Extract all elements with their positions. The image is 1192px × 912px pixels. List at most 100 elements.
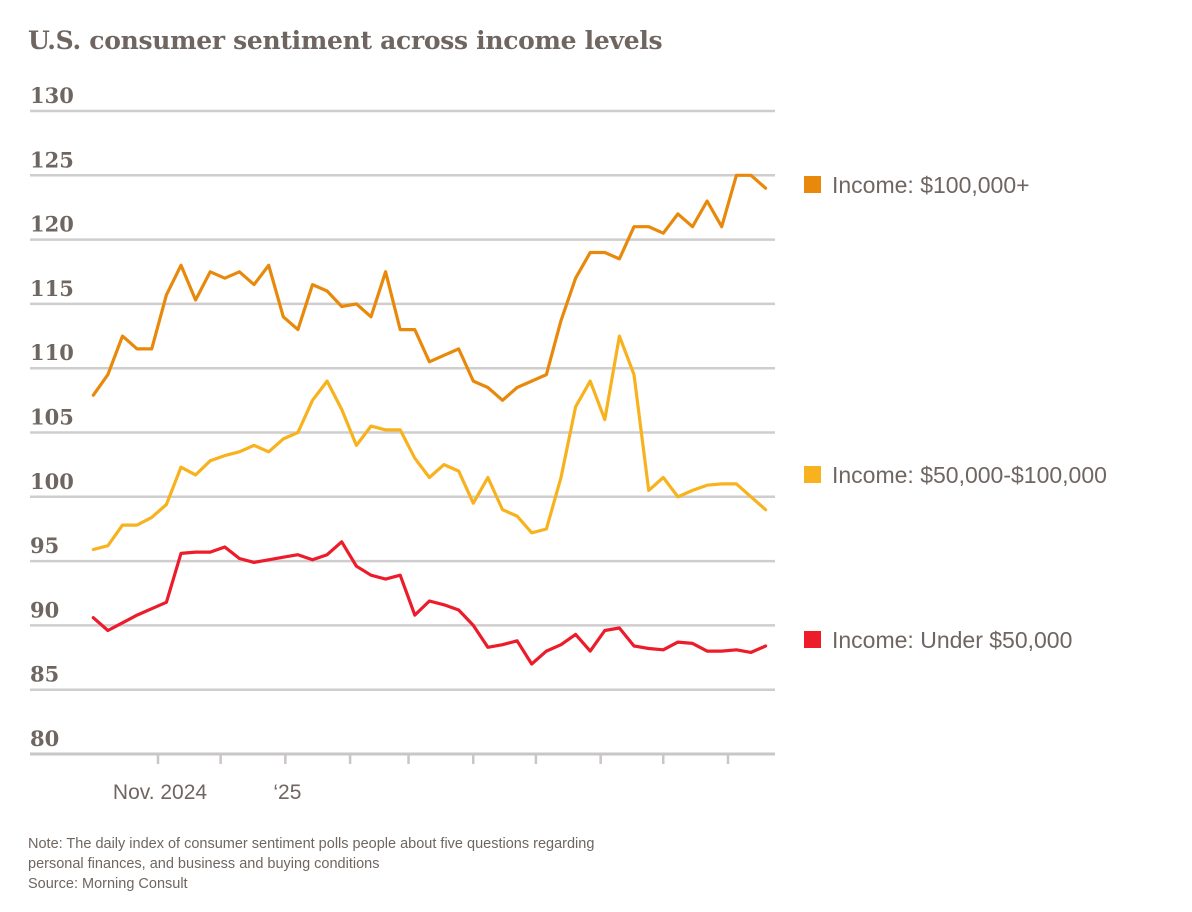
data-point bbox=[296, 328, 300, 331]
data-point bbox=[574, 405, 577, 408]
series-line-0 bbox=[91, 173, 768, 402]
data-point bbox=[384, 428, 387, 432]
data-point bbox=[442, 354, 446, 357]
data-point bbox=[150, 516, 153, 519]
data-point bbox=[618, 626, 621, 630]
data-point bbox=[676, 495, 680, 498]
data-point bbox=[618, 334, 621, 338]
data-point bbox=[559, 319, 563, 322]
data-point bbox=[165, 503, 168, 506]
data-point bbox=[282, 437, 285, 441]
data-point bbox=[121, 523, 124, 527]
legend-swatch bbox=[804, 631, 821, 648]
data-point bbox=[574, 276, 577, 280]
data-point bbox=[545, 527, 548, 531]
source-line: Source: Morning Consult bbox=[28, 876, 188, 892]
data-point bbox=[252, 283, 256, 286]
y-tick-label: 125 bbox=[30, 147, 74, 172]
data-point bbox=[720, 225, 723, 228]
data-point bbox=[515, 639, 519, 643]
data-point bbox=[340, 540, 343, 544]
data-point bbox=[472, 502, 475, 505]
data-point bbox=[749, 495, 753, 498]
legend-label: Income: $50,000-$100,000 bbox=[832, 462, 1107, 488]
legend-swatch bbox=[804, 176, 821, 193]
data-point bbox=[398, 574, 402, 577]
data-point bbox=[223, 545, 227, 549]
x-tick-label: Nov. 2024 bbox=[113, 781, 207, 804]
data-point bbox=[282, 556, 285, 559]
data-point bbox=[486, 476, 490, 479]
data-point bbox=[355, 302, 358, 306]
data-point bbox=[632, 225, 636, 228]
data-point bbox=[369, 574, 373, 577]
data-point bbox=[208, 550, 212, 554]
data-point bbox=[340, 305, 343, 308]
data-point bbox=[735, 174, 738, 177]
data-point bbox=[223, 454, 227, 457]
data-point bbox=[428, 476, 431, 479]
data-point bbox=[545, 649, 548, 653]
data-point bbox=[486, 386, 490, 389]
data-point bbox=[311, 558, 314, 562]
data-point bbox=[705, 649, 709, 653]
data-point bbox=[428, 360, 431, 363]
data-point bbox=[647, 225, 650, 228]
data-point bbox=[252, 444, 256, 447]
data-point bbox=[749, 651, 753, 654]
data-point bbox=[267, 264, 270, 267]
legend-label: Income: $100,000+ bbox=[832, 172, 1030, 198]
data-point bbox=[135, 347, 139, 351]
data-point bbox=[355, 565, 358, 568]
data-point bbox=[720, 482, 723, 486]
data-point bbox=[588, 379, 592, 383]
data-point bbox=[442, 603, 446, 607]
note-line-1: Note: The daily index of consumer sentim… bbox=[28, 836, 595, 852]
data-point bbox=[267, 558, 270, 562]
data-point bbox=[106, 544, 110, 547]
data-point bbox=[369, 315, 373, 318]
data-point bbox=[515, 386, 519, 389]
data-point bbox=[121, 334, 124, 338]
data-point bbox=[530, 662, 533, 666]
data-point bbox=[764, 186, 767, 190]
data-point bbox=[515, 514, 519, 518]
data-point bbox=[384, 270, 387, 273]
data-point bbox=[398, 428, 402, 432]
data-point bbox=[705, 199, 709, 203]
y-tick-label: 80 bbox=[30, 726, 59, 751]
data-point bbox=[355, 444, 358, 447]
data-point bbox=[720, 649, 723, 653]
data-point bbox=[252, 561, 256, 564]
data-point bbox=[223, 276, 227, 280]
y-tick-label: 130 bbox=[30, 83, 74, 108]
data-point bbox=[311, 283, 314, 286]
data-point bbox=[749, 174, 753, 177]
data-point bbox=[106, 629, 110, 632]
legend-swatch bbox=[804, 466, 821, 483]
data-point bbox=[530, 531, 533, 535]
data-point bbox=[150, 607, 153, 610]
data-point bbox=[662, 648, 665, 652]
data-point bbox=[384, 577, 387, 581]
data-point bbox=[501, 399, 504, 402]
data-point bbox=[647, 489, 650, 492]
legend-label: Income: Under $50,000 bbox=[832, 627, 1072, 653]
data-point bbox=[457, 347, 460, 351]
data-point bbox=[691, 225, 694, 228]
data-point bbox=[735, 648, 738, 652]
data-point bbox=[588, 251, 592, 254]
data-point bbox=[501, 508, 504, 511]
data-point bbox=[705, 484, 709, 487]
data-point bbox=[165, 293, 168, 297]
data-point bbox=[632, 373, 636, 376]
data-point bbox=[472, 624, 475, 627]
data-point bbox=[150, 347, 153, 351]
data-point bbox=[676, 212, 680, 216]
data-point bbox=[457, 469, 460, 473]
data-point bbox=[764, 508, 767, 511]
data-point bbox=[428, 599, 431, 603]
data-point bbox=[486, 646, 490, 649]
data-point bbox=[325, 553, 329, 556]
data-point bbox=[735, 482, 738, 486]
